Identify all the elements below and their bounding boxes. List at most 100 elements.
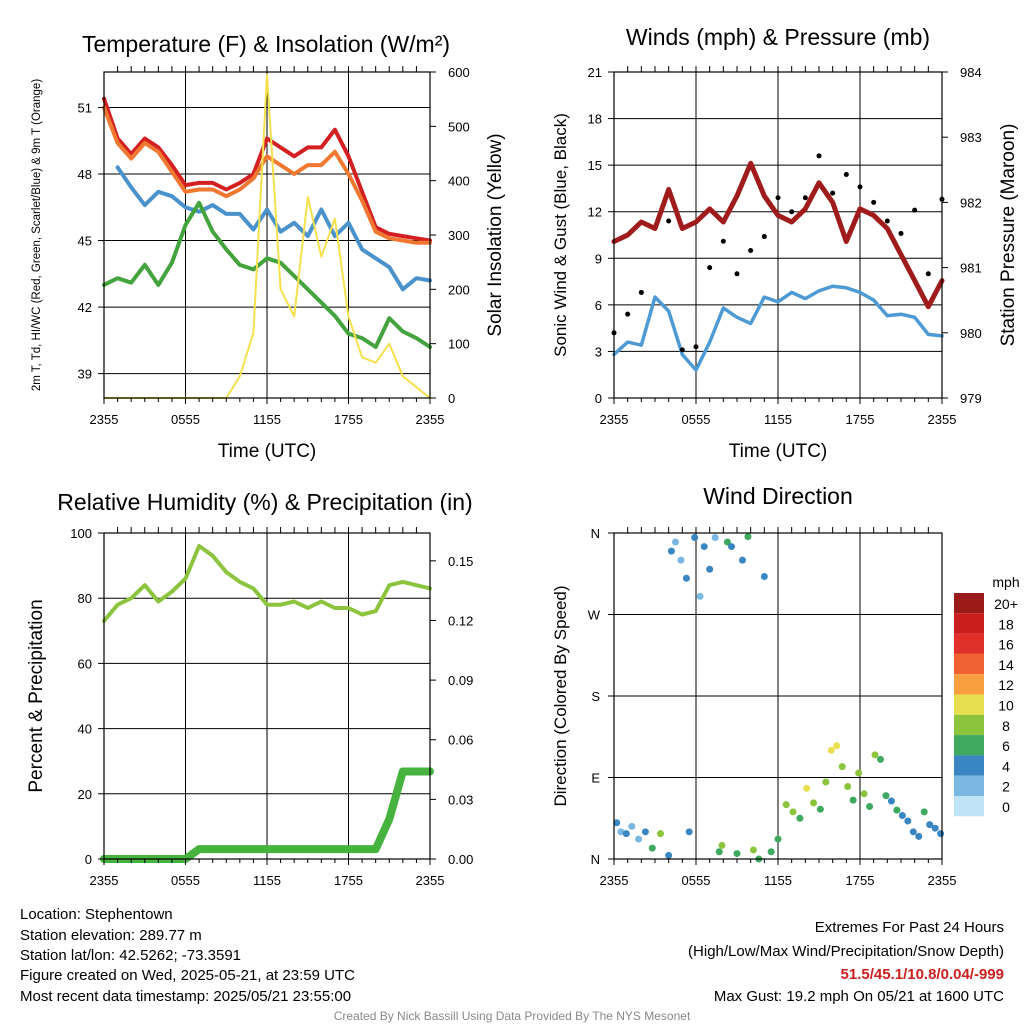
- wind-direction-point-48: [882, 792, 890, 800]
- wind-direction-point-9: [667, 547, 675, 555]
- humidity-right-tick-3: 0.09: [448, 673, 473, 688]
- footer-elevation: Station elevation: 289.77 m: [20, 927, 202, 944]
- wind-direction-point-11: [677, 556, 685, 564]
- legend-label-8: 4: [1002, 758, 1010, 774]
- wind-direction-x-tick-4: 2355: [928, 873, 957, 888]
- temperature-title: Temperature (F) & Insolation (W/m²): [82, 31, 450, 57]
- wind-direction-point-25: [744, 533, 752, 541]
- wind-direction-point-5: [641, 828, 649, 836]
- humidity-right-tick-4: 0.12: [448, 613, 473, 628]
- wind-direction-point-30: [774, 835, 782, 843]
- wind-right-tick-5: 984: [960, 65, 982, 80]
- temperature-right-tick-3: 300: [448, 228, 470, 243]
- wind-direction-y-tick-4: N: [591, 526, 600, 541]
- humidity-right-tick-0: 0.00: [448, 852, 473, 867]
- temperature-x-axis-label: Time (UTC): [218, 441, 317, 462]
- gust-point-1: [625, 311, 631, 317]
- humidity-right-tick-2: 0.06: [448, 733, 473, 748]
- legend-label-5: 10: [998, 698, 1014, 714]
- temperature-y-tick-4: 51: [78, 100, 92, 115]
- wind-direction-point-0: [613, 819, 621, 827]
- sonic-wind-line: [612, 284, 944, 372]
- humidity-x-tick-2: 1155: [253, 873, 281, 888]
- wind-y-tick-6: 18: [588, 112, 602, 127]
- wind-direction-point-38: [827, 746, 835, 754]
- wind-direction-title: Wind Direction: [703, 483, 853, 509]
- heat-index-line: [115, 165, 432, 292]
- legend-label-0: 20+: [994, 596, 1018, 612]
- temperature-y-tick-1: 42: [78, 300, 92, 315]
- humidity-y-tick-3: 60: [78, 656, 92, 671]
- wind-direction-point-46: [871, 751, 879, 759]
- wind-direction-point-51: [898, 812, 906, 820]
- footer-recent: Most recent data timestamp: 2025/05/21 2…: [20, 988, 352, 1005]
- wind-direction-point-57: [931, 824, 939, 832]
- credit-line: Created By Nick Bassill Using Data Provi…: [333, 1009, 691, 1023]
- gust-point-14: [802, 195, 808, 201]
- wind-direction-point-21: [723, 538, 731, 546]
- humidity-y-tick-4: 80: [78, 591, 92, 606]
- temperature-y-tick-0: 39: [78, 367, 92, 382]
- temperature-y-tick-2: 45: [78, 234, 92, 249]
- humidity-right-tick-1: 0.03: [448, 792, 473, 807]
- wind-direction-point-37: [822, 778, 830, 786]
- humidity-left-axis-label: Percent & Precipitation: [26, 599, 47, 792]
- temperature-x-tick-2: 1155: [253, 412, 281, 427]
- wind-direction-point-2: [622, 830, 630, 838]
- gust-point-10: [748, 248, 754, 254]
- extremes-subtitle: (High/Low/Max Wind/Precipitation/Snow De…: [688, 943, 1004, 960]
- gust-point-22: [912, 207, 918, 213]
- wind-direction-point-31: [782, 801, 790, 809]
- wind-y-tick-2: 6: [595, 298, 602, 313]
- wind-direction-point-54: [915, 832, 923, 840]
- pressure-line: [611, 160, 945, 310]
- wind-direction-point-6: [648, 844, 656, 852]
- wind-right-tick-0: 979: [960, 391, 982, 406]
- wind-direction-point-23: [733, 850, 741, 858]
- wind-direction-point-16: [700, 543, 708, 551]
- humidity-x-tick-0: 2355: [90, 873, 119, 888]
- wind-direction-x-tick-1: 0555: [682, 873, 711, 888]
- speed-legend: 20+ 18 16 14 12 10 8 6 4 2 0: [954, 593, 1018, 817]
- wind-direction-point-28: [760, 572, 768, 580]
- gust-point-11: [761, 234, 767, 240]
- legend-label-9: 2: [1002, 779, 1010, 795]
- wind-direction-point-20: [718, 841, 726, 849]
- footer-location: Location: Stephentown: [20, 906, 173, 923]
- dewpoint-line: [102, 200, 432, 349]
- insolation-right-axis-label: Solar Insolation (Yellow): [485, 133, 506, 336]
- speed-legend-title: mph: [992, 574, 1019, 590]
- wind-direction-point-41: [844, 783, 852, 791]
- humidity-title: Relative Humidity (%) & Precipitation (i…: [57, 489, 472, 515]
- temperature-x-tick-4: 2355: [416, 412, 445, 427]
- wind-y-tick-5: 15: [588, 158, 602, 173]
- humidity-x-tick-3: 1755: [334, 873, 363, 888]
- gust-point-5: [679, 347, 685, 353]
- wind-direction-point-14: [691, 534, 699, 542]
- temperature-right-tick-0: 0: [448, 391, 455, 406]
- wind-x-tick-0: 2355: [600, 412, 629, 427]
- gust-point-19: [871, 199, 877, 205]
- wind-y-tick-3: 9: [595, 251, 602, 266]
- humidity-y-tick-0: 0: [85, 852, 92, 867]
- wind-x-tick-2: 1155: [764, 412, 792, 427]
- wind-direction-point-12: [682, 574, 690, 582]
- wind-direction-point-35: [810, 799, 818, 807]
- wind-direction-point-15: [696, 592, 704, 600]
- temperature-right-tick-4: 400: [448, 174, 470, 189]
- legend-swatch-7: [954, 735, 984, 756]
- legend-swatch-5: [954, 694, 984, 715]
- wind-direction-point-45: [866, 802, 874, 810]
- max-gust: Max Gust: 19.2 mph On 05/21 at 1600 UTC: [713, 988, 1004, 1005]
- wind-title: Winds (mph) & Pressure (mb): [626, 24, 930, 50]
- wind-direction-point-18: [711, 534, 719, 542]
- wind-direction-y-tick-2: S: [591, 689, 600, 704]
- wind-direction-point-26: [749, 846, 757, 854]
- temperature-left-axis-label: 2m T, Td, HI/WC (Red, Green, Scarlet/Blu…: [31, 79, 43, 391]
- legend-label-6: 8: [1002, 718, 1010, 734]
- wind-panel: Winds (mph) & Pressure (mb) 2355 0555 1155…: [551, 24, 1019, 462]
- wind-y-tick-4: 12: [588, 205, 602, 220]
- gust-point-17: [843, 171, 849, 177]
- wind-direction-point-1: [617, 828, 625, 836]
